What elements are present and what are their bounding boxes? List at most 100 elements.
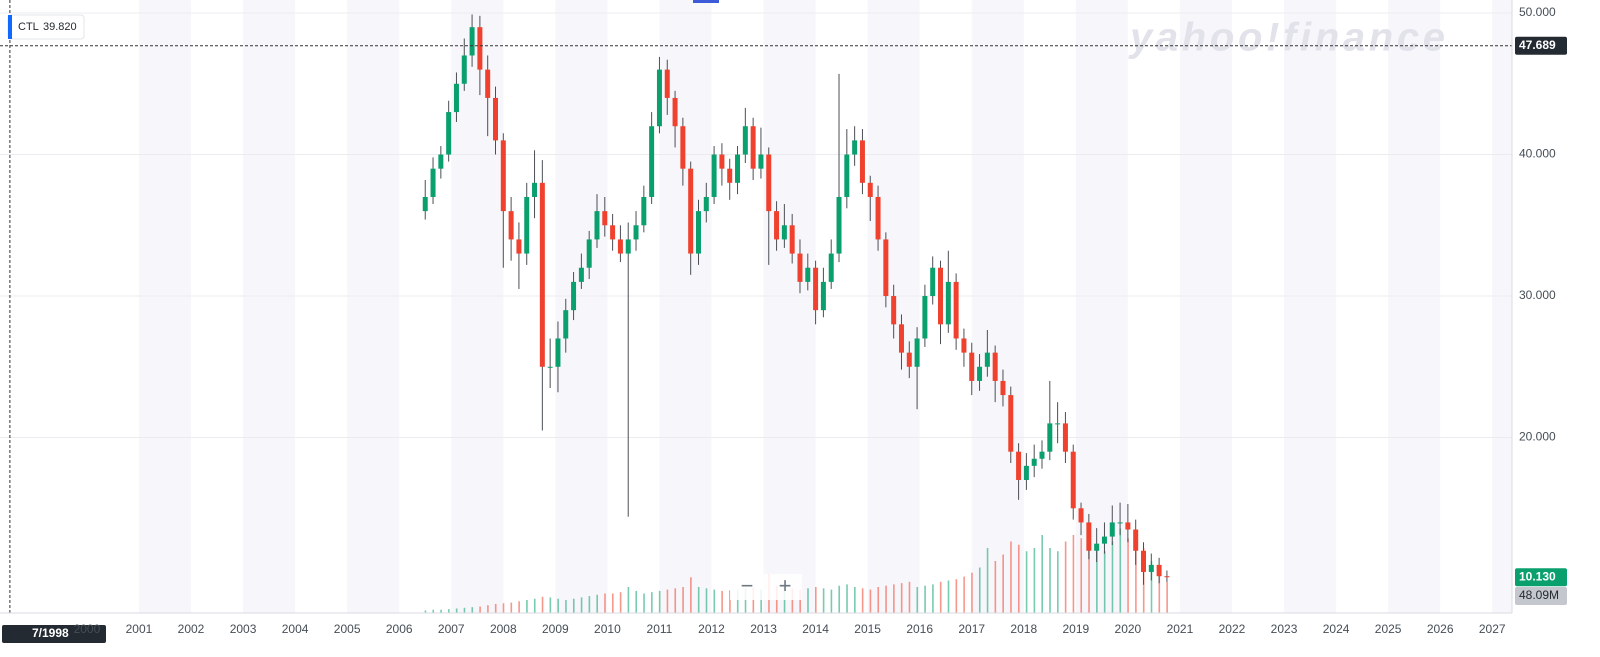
candle-body xyxy=(930,267,936,297)
x-tick-label: 2020 xyxy=(1115,622,1142,636)
x-tick-label: 2007 xyxy=(438,622,465,636)
candle-body xyxy=(594,211,600,240)
volume-bar xyxy=(799,589,801,613)
candle-body xyxy=(1086,522,1092,551)
volume-bars xyxy=(424,528,1168,613)
volume-bar xyxy=(760,589,762,613)
x-tick-label: 2025 xyxy=(1375,622,1402,636)
volume-bar xyxy=(1166,581,1168,613)
candle-body xyxy=(789,225,795,254)
year-bands xyxy=(138,0,1512,613)
volume-bar xyxy=(565,600,567,613)
volume-bar xyxy=(651,592,653,613)
candle-body xyxy=(664,69,670,98)
volume-bar xyxy=(518,601,520,613)
candle-body xyxy=(891,296,897,325)
zoom-in[interactable]: + xyxy=(779,573,792,598)
candle-body xyxy=(649,126,655,197)
crosshair-y-label: 47.689 xyxy=(1519,38,1556,52)
volume-bar xyxy=(448,609,450,613)
candle-body xyxy=(906,352,912,367)
candle-body xyxy=(766,154,772,212)
candle-body xyxy=(695,211,701,254)
year-band xyxy=(555,0,608,613)
candle-body xyxy=(1016,451,1022,480)
candle-body xyxy=(539,182,545,367)
candle-body xyxy=(984,352,990,367)
candle-body xyxy=(672,97,678,127)
candle-body xyxy=(1109,522,1115,537)
volume-bar xyxy=(1002,554,1004,613)
candle-body xyxy=(461,55,467,84)
candle-body xyxy=(485,69,491,98)
volume-bar xyxy=(1025,551,1028,613)
volume-bar xyxy=(697,587,700,613)
volume-bar xyxy=(736,589,739,613)
volume-bar xyxy=(713,589,716,613)
grid xyxy=(0,12,1512,439)
candle-body xyxy=(469,27,475,56)
volume-bar xyxy=(612,593,614,613)
candle-body xyxy=(797,253,803,282)
candle-body xyxy=(1055,423,1061,425)
candle-body xyxy=(656,69,662,127)
volume-bar xyxy=(947,580,950,613)
candles xyxy=(422,14,1170,585)
volume-bar xyxy=(1103,551,1106,613)
volume-bar xyxy=(604,593,606,613)
candle-body xyxy=(1008,395,1014,452)
candle-body xyxy=(813,267,819,311)
candle-body xyxy=(477,27,483,70)
x-tick-label: 2008 xyxy=(490,622,517,636)
x-tick-label: 2019 xyxy=(1062,622,1089,636)
x-tick-label: 2016 xyxy=(906,622,933,636)
volume-bar xyxy=(580,597,583,613)
candle-body xyxy=(422,196,428,212)
candle-body xyxy=(1117,522,1123,524)
candle-body xyxy=(922,296,928,339)
volume-bar xyxy=(682,587,684,613)
crosshair-y-box xyxy=(1515,36,1567,55)
volume-bar xyxy=(721,590,723,613)
year-band xyxy=(659,0,712,613)
tooltip-marker xyxy=(8,15,12,39)
x-tick-label: 2003 xyxy=(230,622,257,636)
volume-bar xyxy=(666,589,669,613)
volume-bar xyxy=(994,561,997,613)
volume-bar xyxy=(932,584,934,613)
candle-body xyxy=(508,211,514,240)
candle-body xyxy=(727,168,733,183)
candle-body xyxy=(524,196,530,254)
x-tick-label: 2000 xyxy=(74,622,101,636)
candle-body xyxy=(969,352,975,381)
candle-body xyxy=(883,239,889,297)
x-tick-label: 2017 xyxy=(958,622,985,636)
candle-body xyxy=(578,267,584,282)
year-band xyxy=(763,0,816,613)
x-tick-label: 2006 xyxy=(386,622,413,636)
volume-bar xyxy=(1111,541,1114,613)
volume-bar xyxy=(1064,541,1067,613)
x-tick-label: 2022 xyxy=(1219,622,1246,636)
volume-bar xyxy=(814,587,817,613)
year-band xyxy=(971,0,1024,613)
volume-bar xyxy=(487,605,489,613)
volume-bar xyxy=(674,588,677,613)
volume-bar xyxy=(658,590,661,613)
zoom-out[interactable]: − xyxy=(741,573,754,598)
candle-body xyxy=(820,281,826,311)
y-tick-label: 30.000 xyxy=(1519,288,1556,302)
candle-body xyxy=(859,140,865,183)
x-tick-label: 2021 xyxy=(1167,622,1194,636)
volume-bar xyxy=(830,589,833,613)
candle-body xyxy=(836,196,842,254)
volume-bar xyxy=(971,572,973,613)
x-tick-label: 2002 xyxy=(178,622,205,636)
last-volume-box xyxy=(1515,587,1567,605)
candle-body xyxy=(1070,451,1076,509)
candle-body xyxy=(828,253,834,282)
candle-body xyxy=(953,281,959,339)
year-band xyxy=(243,0,296,613)
candle-body xyxy=(742,126,748,155)
year-band xyxy=(1284,0,1337,613)
